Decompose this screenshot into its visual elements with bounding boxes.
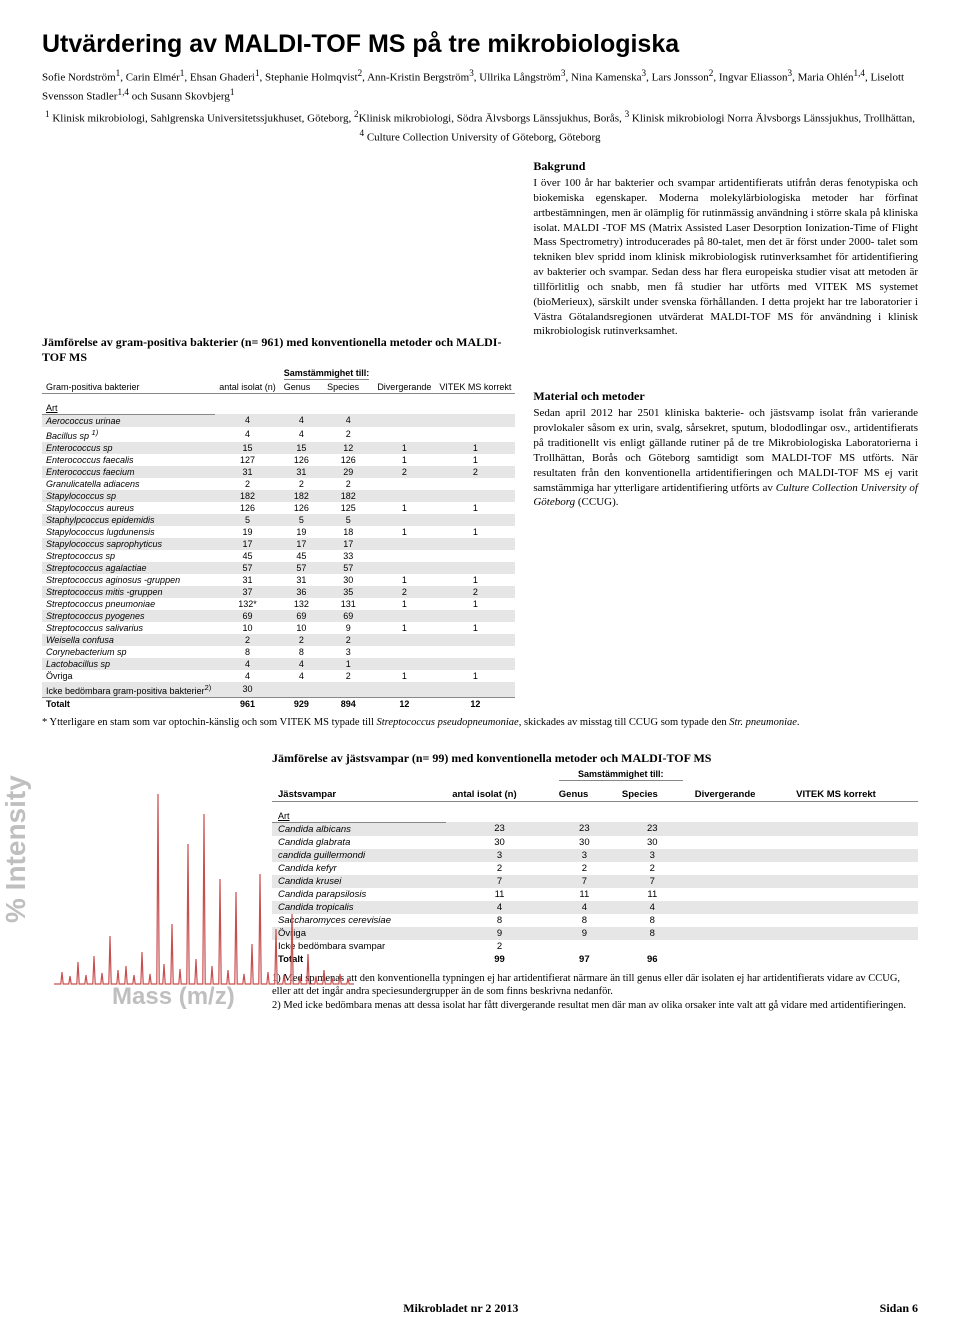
authors-line: Sofie Nordström1, Carin Elmér1, Ehsan Gh… <box>42 67 918 104</box>
bakgrund-heading: Bakgrund <box>533 159 918 174</box>
affiliations: 1 Klinisk mikrobiologi, Sahlgrenska Univ… <box>42 108 918 145</box>
footer-page: Sidan 6 <box>880 1301 918 1316</box>
table-row: Övriga44211 <box>42 670 515 682</box>
table-row: Stapylococcus lugdunensis19191811 <box>42 526 515 538</box>
table-row: Streptococcus mitis -gruppen37363522 <box>42 586 515 598</box>
mass-axis-label: Mass (m/z) <box>112 983 235 1011</box>
samst-heading-2: Samstämmighet till: <box>559 769 683 781</box>
table-row: Streptococcus sp454533 <box>42 550 515 562</box>
col-organism: Gram-positiva bakterier <box>42 381 215 394</box>
table-row: Corynebacterium sp883 <box>42 646 515 658</box>
table-row: Enterococcus sp15151211 <box>42 442 515 454</box>
col-species: Species <box>323 381 373 394</box>
intensity-axis-label: % Intensity <box>0 775 32 923</box>
col2-genus: Genus <box>553 788 616 802</box>
material-heading: Material och metoder <box>533 389 918 404</box>
table-row: Candida glabrata303030 <box>272 836 918 849</box>
table2-footnote: 1) Med sp menas att den konventionella t… <box>272 972 918 1013</box>
table-row: Lactobacillus sp441 <box>42 658 515 670</box>
table-row: Bacillus sp 1)442 <box>42 427 515 442</box>
table-row: Candida krusei777 <box>272 875 918 888</box>
table-row: Staphylpcoccus epidemidis555 <box>42 514 515 526</box>
table-row: Candida albicans232323 <box>272 822 918 836</box>
col-vitek: VITEK MS korrekt <box>435 381 515 394</box>
table-row: Enterococcus faecalis12712612611 <box>42 454 515 466</box>
table-row: Streptococcus salivarius1010911 <box>42 622 515 634</box>
table-row: Stapylococcus aureus12612612511 <box>42 502 515 514</box>
spectrum-panel: % Intensity Mass (m/z) <box>42 745 262 1012</box>
col2-div: Divergerande <box>689 788 790 802</box>
bakgrund-text: I över 100 år har bakterier och svampar … <box>533 176 918 339</box>
gram-positive-table: Samstämmighet till: Gram-positiva bakter… <box>42 367 515 710</box>
table-row: Aerococcus urinae444 <box>42 414 515 427</box>
yeast-table: Samstämmighet till: Jästsvampar antal is… <box>272 768 918 966</box>
table-row: Icke bedömbara svampar2 <box>272 940 918 953</box>
art-label: Art <box>42 402 215 415</box>
table1-footnote: * Ytterligare en stam som var optochin-k… <box>42 716 918 730</box>
table-row: Stapylococcus sp182182182 <box>42 490 515 502</box>
col2-species: Species <box>616 788 689 802</box>
table-row: Candida parapsilosis111111 <box>272 888 918 901</box>
samst-heading: Samstämmighet till: <box>284 368 370 380</box>
col-divergerande: Divergerande <box>373 381 435 394</box>
col-n: antal isolat (n) <box>215 381 280 394</box>
table-row: Streptococcus pyogenes696969 <box>42 610 515 622</box>
table-row: candida guillermondi333 <box>272 849 918 862</box>
table-row: Streptococcus aginosus -gruppen31313011 <box>42 574 515 586</box>
page-title: Utvärdering av MALDI-TOF MS på tre mikro… <box>42 30 918 59</box>
col2-vitek: VITEK MS korrekt <box>790 788 918 802</box>
table2-total-row: Totalt 99 97 96 <box>272 953 918 966</box>
table-row: Saccharomyces cerevisiae888 <box>272 914 918 927</box>
mass-spectrum-chart <box>54 789 354 989</box>
table1-total-row: Totalt 961 929 894 12 12 <box>42 697 515 710</box>
table2-title: Jämförelse av jästsvampar (n= 99) med ko… <box>272 751 918 766</box>
material-text: Sedan april 2012 har 2501 kliniska bakte… <box>533 406 918 510</box>
table-row: Övriga998 <box>272 927 918 940</box>
table1-title: Jämförelse av gram-positiva bakterier (n… <box>42 335 515 365</box>
table-row: Icke bedömbara gram-positiva bakterier2)… <box>42 682 515 698</box>
page-footer: Mikrobladet nr 2 2013 Sidan 6 <box>0 1301 960 1316</box>
table-row: Candida tropicalis444 <box>272 901 918 914</box>
table-row: Stapylococcus saprophyticus171717 <box>42 538 515 550</box>
col2-n: antal isolat (n) <box>446 788 553 802</box>
table-row: Candida kefyr222 <box>272 862 918 875</box>
footer-center: Mikrobladet nr 2 2013 <box>403 1301 518 1316</box>
table-row: Enterococcus faecium31312922 <box>42 466 515 478</box>
table-row: Streptococcus pneumoniae132*13213111 <box>42 598 515 610</box>
table-row: Granulicatella adiacens222 <box>42 478 515 490</box>
table-row: Streptococcus agalactiae575757 <box>42 562 515 574</box>
table-row: Weisella confusa222 <box>42 634 515 646</box>
col-genus: Genus <box>280 381 323 394</box>
